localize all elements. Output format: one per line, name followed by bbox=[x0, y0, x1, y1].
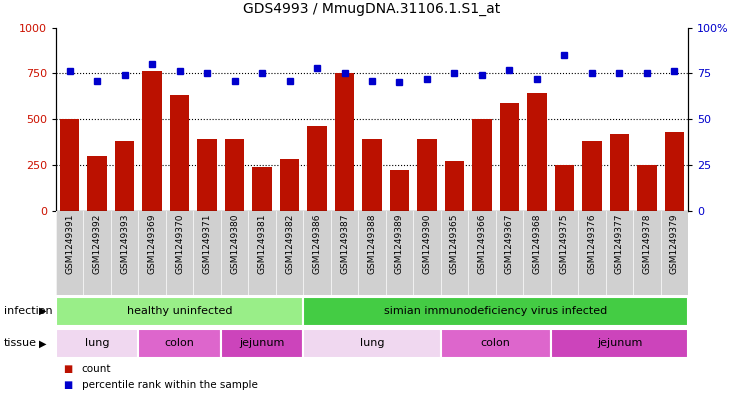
Text: infection: infection bbox=[4, 306, 52, 316]
Text: jejunum: jejunum bbox=[240, 338, 285, 349]
Bar bbox=[665, 132, 684, 211]
Text: count: count bbox=[82, 364, 112, 374]
Text: GSM1249366: GSM1249366 bbox=[478, 213, 487, 274]
Text: GSM1249379: GSM1249379 bbox=[670, 213, 679, 274]
Text: GSM1249376: GSM1249376 bbox=[588, 213, 597, 274]
Text: GSM1249386: GSM1249386 bbox=[312, 213, 321, 274]
Text: ▶: ▶ bbox=[39, 338, 47, 349]
Text: GSM1249381: GSM1249381 bbox=[257, 213, 266, 274]
Bar bbox=[440, 329, 551, 358]
Text: GSM1249391: GSM1249391 bbox=[65, 213, 74, 274]
Text: colon: colon bbox=[481, 338, 510, 349]
Text: GSM1249390: GSM1249390 bbox=[423, 213, 432, 274]
Bar bbox=[390, 170, 409, 211]
Bar bbox=[527, 94, 547, 211]
Bar bbox=[221, 329, 304, 358]
Bar bbox=[115, 141, 134, 211]
Text: GSM1249387: GSM1249387 bbox=[340, 213, 349, 274]
Bar bbox=[56, 329, 138, 358]
Bar bbox=[88, 156, 106, 211]
Bar bbox=[335, 73, 354, 211]
Bar bbox=[555, 165, 574, 211]
Bar bbox=[170, 95, 189, 211]
Bar bbox=[197, 139, 217, 211]
Text: tissue: tissue bbox=[4, 338, 36, 349]
Text: GSM1249371: GSM1249371 bbox=[202, 213, 211, 274]
Text: GSM1249369: GSM1249369 bbox=[147, 213, 156, 274]
Text: GSM1249365: GSM1249365 bbox=[450, 213, 459, 274]
Text: GSM1249380: GSM1249380 bbox=[230, 213, 239, 274]
Bar bbox=[307, 127, 327, 211]
Text: ▶: ▶ bbox=[39, 306, 47, 316]
Text: ■: ■ bbox=[63, 380, 72, 389]
Bar bbox=[551, 329, 688, 358]
Bar bbox=[362, 139, 382, 211]
Text: GSM1249388: GSM1249388 bbox=[368, 213, 376, 274]
Text: percentile rank within the sample: percentile rank within the sample bbox=[82, 380, 257, 389]
Text: GDS4993 / MmugDNA.31106.1.S1_at: GDS4993 / MmugDNA.31106.1.S1_at bbox=[243, 2, 501, 16]
Bar bbox=[60, 119, 79, 211]
Bar bbox=[304, 297, 688, 326]
Text: healthy uninfected: healthy uninfected bbox=[126, 306, 232, 316]
Text: GSM1249370: GSM1249370 bbox=[175, 213, 184, 274]
Text: GSM1249368: GSM1249368 bbox=[533, 213, 542, 274]
Bar bbox=[445, 161, 464, 211]
Text: GSM1249367: GSM1249367 bbox=[505, 213, 514, 274]
Text: GSM1249375: GSM1249375 bbox=[560, 213, 569, 274]
Bar bbox=[252, 167, 272, 211]
Bar bbox=[142, 72, 161, 211]
Bar bbox=[304, 329, 440, 358]
Text: lung: lung bbox=[360, 338, 384, 349]
Bar bbox=[610, 134, 629, 211]
Bar bbox=[583, 141, 602, 211]
Text: GSM1249392: GSM1249392 bbox=[92, 213, 101, 274]
Text: jejunum: jejunum bbox=[597, 338, 642, 349]
Bar bbox=[138, 329, 221, 358]
Text: GSM1249393: GSM1249393 bbox=[120, 213, 129, 274]
Bar bbox=[56, 297, 304, 326]
Text: GSM1249389: GSM1249389 bbox=[395, 213, 404, 274]
Text: GSM1249378: GSM1249378 bbox=[643, 213, 652, 274]
Text: GSM1249377: GSM1249377 bbox=[615, 213, 624, 274]
Bar bbox=[417, 139, 437, 211]
Bar bbox=[280, 160, 299, 211]
Bar bbox=[225, 139, 244, 211]
Text: GSM1249382: GSM1249382 bbox=[285, 213, 294, 274]
Text: lung: lung bbox=[85, 338, 109, 349]
Bar bbox=[500, 103, 519, 211]
Text: ■: ■ bbox=[63, 364, 72, 374]
Bar bbox=[638, 165, 657, 211]
Bar bbox=[472, 119, 492, 211]
Text: colon: colon bbox=[164, 338, 194, 349]
Text: simian immunodeficiency virus infected: simian immunodeficiency virus infected bbox=[384, 306, 607, 316]
